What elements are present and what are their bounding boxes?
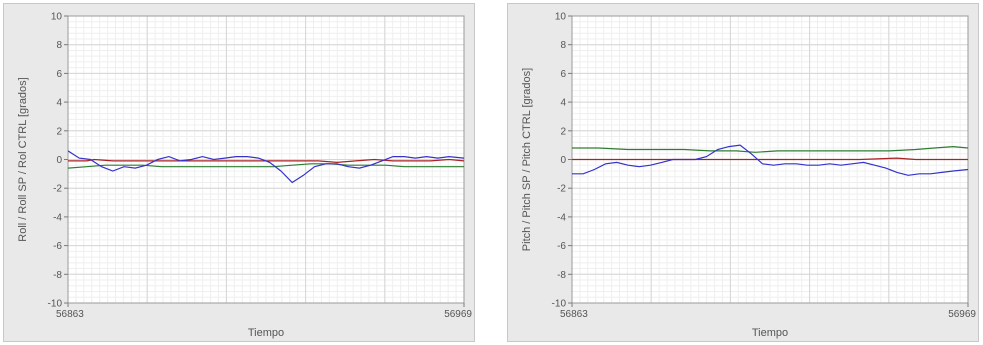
x-tick-label: 56969 (948, 309, 976, 320)
pitch-chart-panel: 10 8 6 4 2 0 -2 -4 -6 -8 -10 56863 56969 Tiempo Pitch … (507, 3, 979, 342)
x-axis-title: Tiempo (248, 327, 284, 339)
y-tick-label: -8 (53, 270, 62, 281)
actual-line (68, 150, 464, 184)
setpoint-line (68, 158, 464, 164)
x-tick-label: 56863 (56, 309, 84, 320)
y-tick-label: 0 (560, 155, 566, 166)
y-tick-label: 6 (56, 69, 62, 80)
y-tick-label: -2 (557, 184, 566, 195)
x-axis-title: Tiempo (752, 327, 788, 339)
y-tick-label: -4 (557, 212, 566, 223)
y-tick-label: -10 (552, 299, 567, 310)
y-tick-label: 2 (560, 126, 566, 137)
y-tick-label: 6 (560, 69, 566, 80)
y-tick-label: 10 (555, 12, 567, 23)
setpoint-line (572, 157, 968, 161)
y-tick-label: 8 (56, 40, 62, 51)
y-tick-label: -10 (48, 299, 63, 310)
control-line (68, 163, 464, 169)
y-axis-title: Roll / Roll SP / Rol CTRL [grados] (17, 77, 29, 241)
y-tick-label: 4 (56, 98, 62, 109)
y-tick-label: 8 (560, 40, 566, 51)
roll-chart-panel: 10 8 6 4 2 0 -2 -4 -6 -8 -10 56863 56969 Tiempo Roll /… (3, 3, 475, 342)
actual-line (572, 144, 968, 176)
control-line (572, 145, 968, 153)
y-tick-label: -6 (557, 241, 566, 252)
y-tick-label: 4 (560, 98, 566, 109)
y-tick-label: -6 (53, 241, 62, 252)
y-tick-label: -4 (53, 212, 62, 223)
y-tick-label: 0 (56, 155, 62, 166)
y-tick-label: 2 (56, 126, 62, 137)
y-tick-label: -2 (53, 184, 62, 195)
y-tick-label: -8 (557, 270, 566, 281)
x-tick-label: 56863 (560, 309, 588, 320)
y-tick-label: 10 (51, 12, 63, 23)
y-axis-title: Pitch / Pitch SP / Pitch CTRL [grados] (521, 68, 533, 251)
x-tick-label: 56969 (444, 309, 472, 320)
